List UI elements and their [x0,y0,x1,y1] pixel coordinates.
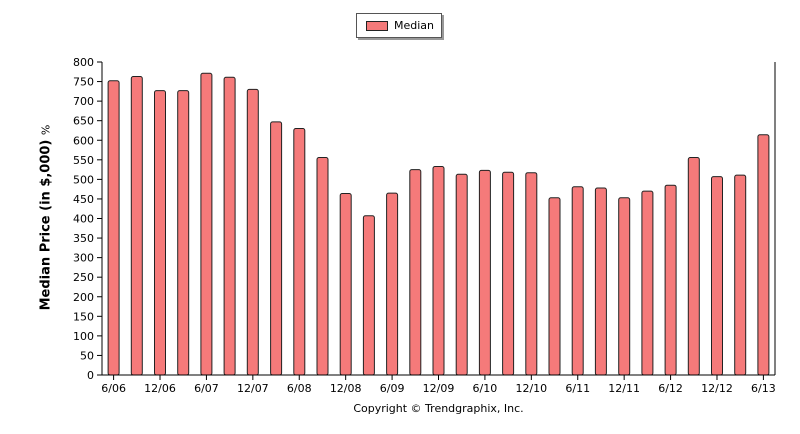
x-tick-label-18: 12/10 [515,382,547,395]
y-tick-label-400: 400 [73,213,94,226]
y-tick-label-200: 200 [73,291,94,304]
y-tick-label-350: 350 [73,232,94,245]
bar-14 [432,166,445,376]
x-tick-label-16: 6/10 [473,382,498,395]
bar-19 [548,197,561,376]
x-tick-label-28: 6/13 [751,382,776,395]
x-tick-label-0: 6/06 [101,382,126,395]
bar-26 [711,176,723,376]
bar-8 [293,128,306,376]
x-tick-label-2: 12/06 [144,382,176,395]
bar-4 [200,72,213,376]
x-tick-label-24: 6/12 [658,382,683,395]
y-tick-label-50: 50 [80,349,94,362]
y-axis: 0 50 100 150 200 250 300 350 400 450 500 550 600 650 7… [73,56,103,382]
bar-28 [757,134,770,376]
y-tick-label-650: 650 [73,115,94,128]
y-tick-label-150: 150 [73,310,94,323]
bar-17 [502,171,515,376]
y-tick-label-100: 100 [73,330,94,343]
bar-16 [478,169,491,376]
bar-11 [362,215,375,376]
y-tick-label-600: 600 [73,134,94,147]
bar-0 [107,80,120,376]
bar-21 [594,187,607,376]
x-tick-label-4: 6/07 [194,382,219,395]
bar-12 [386,192,399,376]
x-tick-label-22: 12/11 [608,382,640,395]
x-axis: 6/06 12/06 6/07 12/07 6/08 12/08 6/09 12/09 6/10… [101,62,776,395]
bar-18 [525,172,538,376]
bar-2 [154,90,166,376]
legend-swatch-median [366,21,388,31]
bar-9 [316,157,329,376]
y-axis-title: Median Price (in $,000) % [39,108,54,328]
bar-13 [409,169,422,376]
y-tick-label-700: 700 [73,95,94,108]
x-tick-label-6: 12/07 [237,382,269,395]
copyright-text: Copyright © Trendgraphix, Inc. [353,402,524,415]
y-tick-label-250: 250 [73,271,94,284]
x-tick-label-14: 12/09 [423,382,455,395]
y-tick-label-300: 300 [73,252,94,265]
x-tick-label-20: 6/11 [565,382,590,395]
bar-3 [177,90,190,376]
bar-6 [246,88,259,376]
x-tick-label-12: 6/09 [380,382,405,395]
bar-5 [223,76,236,376]
x-tick-label-10: 12/08 [330,382,362,395]
bar-10 [339,193,352,376]
legend-label-median: Median [394,19,435,32]
bars-group [107,72,770,376]
bar-23 [641,190,654,376]
bar-1 [130,76,143,376]
bar-7 [270,121,283,376]
y-axis-title-text: Median Price (in $,000) [38,139,54,311]
y-tick-label-450: 450 [73,193,94,206]
x-tick-label-8: 6/08 [287,382,312,395]
x-tick-label-26: 12/12 [701,382,733,395]
y-tick-label-800: 800 [73,56,94,69]
y-axis-title-unit: % [39,124,53,136]
y-tick-label-750: 750 [73,76,94,89]
legend: Median [356,13,442,38]
bar-25 [687,157,700,376]
y-tick-label-550: 550 [73,154,94,167]
y-tick-label-500: 500 [73,173,94,186]
bar-24 [664,184,677,376]
y-tick-label-0: 0 [87,369,94,382]
bar-20 [571,186,584,376]
bar-27 [734,174,747,376]
bar-22 [618,197,631,376]
bar-15 [455,173,468,376]
